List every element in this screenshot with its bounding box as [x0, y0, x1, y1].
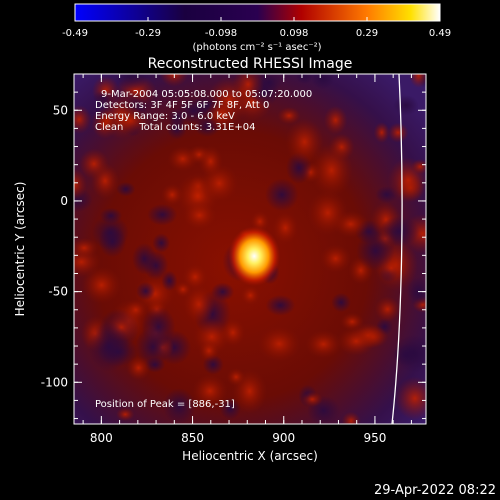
info-time-range: 9-Mar-2004 05:05:08.000 to 05:07:20.000	[101, 89, 312, 100]
y-tick-label: 0	[60, 194, 68, 208]
plot-title: Reconstructed RHESSI Image	[148, 56, 353, 72]
x-tick-label: 900	[272, 431, 295, 445]
peak-position-text: Position of Peak = [886,-31]	[95, 399, 235, 410]
colorbar-tick-label: -0.098	[205, 28, 237, 39]
solar-limb	[391, 73, 403, 425]
x-axis-label: Heliocentric X (arcsec)	[182, 449, 318, 463]
colorbar-ticks	[74, 17, 441, 21]
info-clean-counts: Clean Total counts: 3.31E+04	[95, 122, 255, 133]
y-axis-ticks: 50 0 -50 -100	[41, 73, 426, 420]
plot-frame	[73, 73, 427, 425]
x-tick-label: 950	[363, 431, 386, 445]
info-detectors: Detectors: 3F 4F 5F 6F 7F 8F, Att 0	[95, 100, 269, 111]
colorbar-tick-labels: -0.49 -0.29 -0.098 0.098 0.29 0.49	[62, 28, 451, 39]
colorbar	[74, 3, 441, 22]
colorbar-tick-label: -0.29	[135, 28, 161, 39]
x-tick-label: 850	[181, 431, 204, 445]
emission-peak	[228, 226, 281, 287]
image-texture	[74, 74, 426, 424]
colorbar-unit-label: (photons cm⁻² s⁻¹ asec⁻²)	[192, 42, 321, 53]
info-energy-range: Energy Range: 3.0 - 6.0 keV	[95, 111, 235, 122]
y-tick-label: -50	[48, 285, 68, 299]
colorbar-tick-label: -0.49	[62, 28, 88, 39]
colorbar-tick-label: 0.49	[429, 28, 451, 39]
timestamp: 29-Apr-2022 08:22	[374, 483, 496, 498]
x-axis-ticks: 800 850 900 950	[82, 74, 412, 445]
x-tick-label: 800	[90, 431, 113, 445]
y-tick-label: 50	[53, 103, 68, 117]
y-axis-label: Heliocentric Y (arcsec)	[13, 182, 27, 317]
y-tick-label: -100	[41, 375, 68, 389]
colorbar-tick-label: 0.29	[356, 28, 378, 39]
image-area	[74, 74, 426, 424]
colorbar-tick-label: 0.098	[280, 28, 309, 39]
